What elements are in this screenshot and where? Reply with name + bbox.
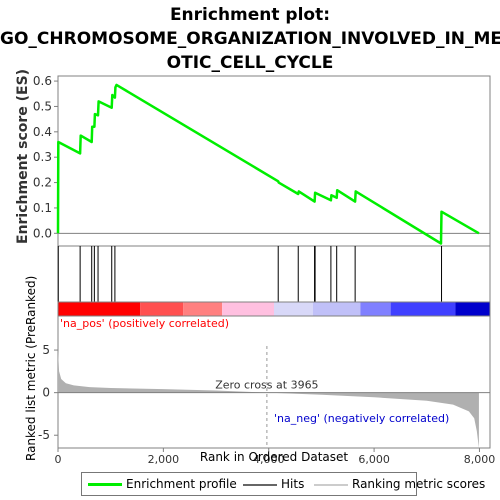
legend-enrichment-label: Enrichment profile <box>126 477 237 491</box>
legend-ranking-swatch <box>314 483 348 486</box>
chart-title-line-1: Enrichment plot: <box>169 5 331 25</box>
xtick-label: 4,000 <box>253 453 285 466</box>
rank-ytick-label: -5 <box>38 428 50 442</box>
es-ytick-label: 0.2 <box>33 176 52 190</box>
legend-ranking: Ranking metric scores <box>314 477 485 491</box>
legend-enrichment: Enrichment profile <box>88 477 237 491</box>
hits-panel-frame <box>57 245 491 303</box>
x-axis-label: Rank in Ordered Dataset <box>200 450 348 464</box>
chart-title-line-2: GO_CHROMOSOME_ORGANIZATION_INVOLVED_IN_M… <box>0 29 500 49</box>
es-ytick-label: 0.6 <box>33 74 52 88</box>
es-panel-frame <box>57 75 491 247</box>
xtick-label: 6,000 <box>358 453 390 466</box>
rank-metric-axis-label: Ranked list metric (PreRanked) <box>24 275 38 461</box>
rank-ytick-label: 0 <box>42 386 50 400</box>
rank-color-segment <box>222 302 274 316</box>
es-ytick-label: 0.1 <box>33 201 52 215</box>
legend-enrichment-swatch <box>88 483 122 486</box>
rank-color-segment <box>274 302 313 316</box>
es-axis-label: Enrichment score (ES) <box>15 68 31 244</box>
ranking-metric-area <box>58 350 479 448</box>
rank-color-bar-frame <box>57 301 491 317</box>
enrichment-plot-figure: 0.0 0.1 0.2 0.3 0.4 0.5 0.6 'na_pos' (positivel… <box>33 74 496 466</box>
chart-title-line-3: OTIC_CELL_CYCLE <box>166 53 334 73</box>
es-ytick-label: 0.5 <box>33 99 52 113</box>
legend: Enrichment profile Hits Ranking metric s… <box>81 472 485 496</box>
legend-hits-label: Hits <box>281 477 305 491</box>
rank-ytick-label: 5 <box>42 343 50 357</box>
legend-hits-swatch <box>243 483 277 486</box>
pos-correlated-label: 'na_pos' (positively correlated) <box>60 317 229 330</box>
rank-color-segment <box>140 302 184 316</box>
xtick-label: 0 <box>55 453 62 466</box>
neg-correlated-label: 'na_neg' (negatively correlated) <box>274 412 449 425</box>
es-ytick-label: 0.0 <box>33 226 52 240</box>
rank-color-segment <box>312 302 361 316</box>
rank-color-segment <box>360 302 391 316</box>
es-ytick-label: 0.4 <box>33 125 52 139</box>
rank-color-segment <box>58 302 141 316</box>
zero-cross-label: Zero cross at 3965 <box>215 379 318 392</box>
rank-color-segment <box>390 302 456 316</box>
es-ytick-label: 0.3 <box>33 150 52 164</box>
enrichment-profile-line <box>56 83 480 245</box>
legend-ranking-label: Ranking metric scores <box>352 477 486 491</box>
xtick-label: 2,000 <box>148 453 180 466</box>
xtick-label: 8,000 <box>464 453 496 466</box>
rank-color-segment <box>455 302 490 316</box>
rank-color-segment <box>183 302 223 316</box>
legend-hits: Hits <box>243 477 304 491</box>
